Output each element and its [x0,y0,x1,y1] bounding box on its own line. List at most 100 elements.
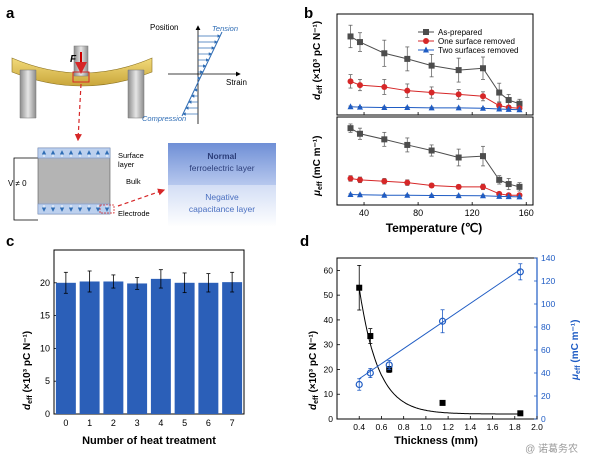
data-point [381,50,388,57]
data-point [505,181,512,188]
cross-section: V ≠ 0 Surface layer Bulk Electrode [8,147,150,221]
bar [222,282,243,414]
data-point [428,182,435,189]
x-tick-label: 120 [465,208,480,218]
plot-frame [336,257,538,420]
x-tick-label: 0.4 [353,422,365,432]
x-tick-label: 7 [230,418,235,428]
y-tick-label: 0 [45,409,50,419]
data-point [404,191,411,198]
y-tick-label: 5 [45,376,50,386]
y2-axis-label: μeff (mC m⁻¹) [570,320,582,381]
y2-tick-label: 80 [541,322,551,332]
fit-line-linear [358,269,521,380]
y-axis-label: deff (×10³ pC N⁻¹) [22,331,34,410]
x-tick-label: 0.8 [398,422,410,432]
bulk-label: Bulk [126,177,141,186]
data-point [479,183,486,190]
y2-tick-label: 120 [541,276,555,286]
y2-tick-label: 140 [541,253,555,263]
zoom-box [72,71,90,83]
data-point [516,268,524,276]
data-point [455,192,462,199]
data-point [428,62,435,69]
panel-label-d: d [300,233,309,250]
data-point [404,55,411,62]
data-point [355,380,363,389]
x-tick-label: 1.4 [464,422,476,432]
data-point [381,191,388,198]
y-tick-label: 10 [40,343,50,353]
series-as-prepared [347,123,523,192]
data-point [496,89,503,96]
x-tick-label: 2 [111,418,116,428]
legend-label: Two surfaces removed [438,46,518,55]
data-point [496,176,503,183]
x-tick-label: 160 [519,208,534,218]
series-mueff [355,263,524,391]
data-point [479,153,486,160]
data-point [356,176,363,183]
data-point [356,39,363,46]
x-tick-label: 40 [359,208,369,218]
x-axis-label: Thickness (mm) [394,435,478,447]
data-point [439,399,446,406]
x-axis-label: Temperature (℃) [386,221,483,235]
x-tick-label: 5 [182,418,187,428]
x-tick-label: 3 [135,418,140,428]
data-point [367,333,374,340]
legend-label: As-prepared [438,28,482,37]
data-point [356,284,363,291]
y2-tick-label: 0 [541,414,546,424]
data-point [505,97,512,104]
data-point [381,83,388,90]
y-tick-label: 60 [324,265,334,275]
series-line [350,36,520,105]
panel-label-b: b [304,5,313,22]
x-tick-label: 80 [413,208,423,218]
electrode-label: Electrode [118,209,150,218]
strain-profile: Position Strain Tension Compression [142,23,247,124]
legend-marker [423,38,429,44]
x-axis-label: Number of heat treatment [82,435,216,447]
data-point [438,317,447,325]
x-tick-label: 6 [206,418,211,428]
negative-layer-label-1: Negative [205,192,239,202]
data-point [479,65,486,72]
y-axis-label-bottom: μeff (mC m⁻¹) [312,136,324,197]
y2-tick-label: 100 [541,299,555,309]
bar [127,283,148,414]
data-point [505,193,512,200]
y2-tick-label: 40 [541,368,551,378]
bar [174,282,195,414]
series-deff [356,265,524,417]
x-tick-label: 2.0 [531,422,543,432]
series-line [350,106,520,111]
legend-marker [423,46,429,53]
negative-layer-box [168,185,276,227]
data-point [381,104,388,111]
data-point [404,104,411,111]
circuit-wire [13,157,38,221]
bottom-surface-layer [37,203,111,215]
legend-label: One surface removed [438,37,515,46]
surface-layer-label-2: layer [118,160,135,169]
data-point [516,106,523,113]
data-point [404,87,411,94]
data-point [516,183,523,190]
data-point [366,369,374,377]
data-point [455,67,462,74]
y2-tick-label: 20 [541,391,551,401]
position-axis-label: Position [150,23,178,32]
y-tick-label: 50 [324,290,334,300]
panel-label-c: c [6,233,14,250]
data-point [479,93,486,100]
strain-axis-label: Strain [226,78,247,87]
bending-illustration: F [11,45,153,119]
layer-connector [117,188,166,207]
voltage-label: V ≠ 0 [8,179,27,188]
bar [103,281,124,414]
y-tick-label: 0 [328,414,333,424]
plot-frame [336,116,534,206]
